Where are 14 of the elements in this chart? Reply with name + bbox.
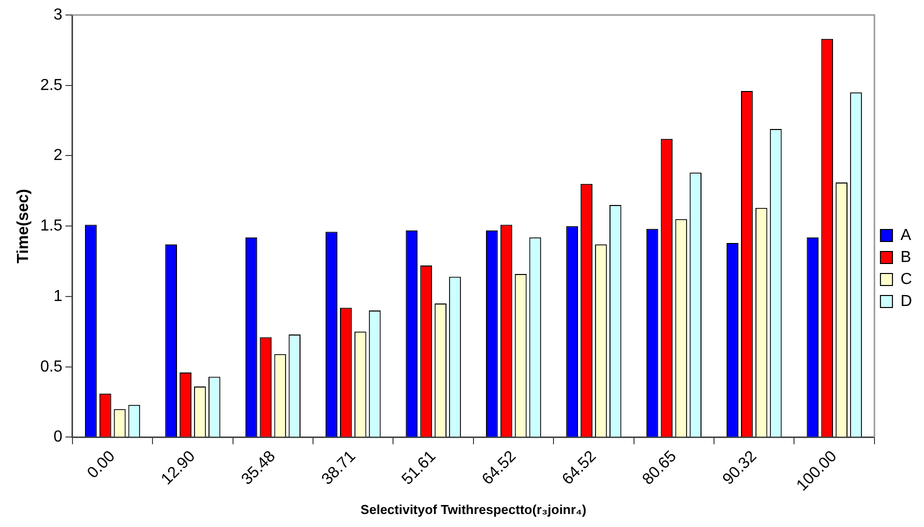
x-tick-label: 0.00	[84, 448, 119, 482]
legend-label: C	[900, 270, 912, 288]
y-tick-label: 1	[54, 288, 63, 305]
y-axis-title: Time(sec)	[15, 188, 32, 264]
legend-label: B	[900, 248, 912, 266]
y-tick-label: 3	[54, 6, 63, 24]
y-tick-label: 1.5	[40, 218, 63, 235]
y-tick-label: 0.5	[40, 358, 63, 376]
y-tick-label: 2.5	[40, 76, 63, 94]
x-axis-title: Selectivityof Twithrespectto(r₃joinr₄)	[360, 502, 586, 517]
legend-label: D	[900, 292, 912, 310]
legend-label: A	[900, 226, 912, 244]
y-tick-label: 0	[54, 428, 63, 446]
y-tick-label: 2	[54, 147, 63, 164]
